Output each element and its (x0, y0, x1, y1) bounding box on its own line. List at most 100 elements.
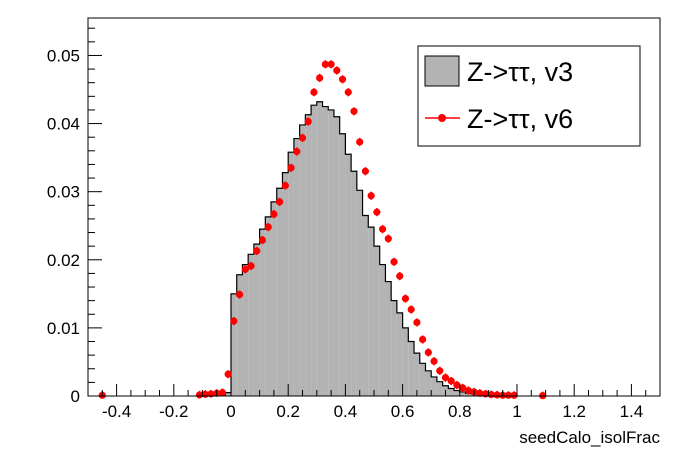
x-tick-label: 1 (512, 402, 521, 421)
v6-data-point (247, 262, 255, 270)
v6-data-point (281, 181, 289, 190)
legend-v6-label: Z->ττ, v6 (467, 104, 573, 134)
v6-data-point (401, 295, 410, 303)
histogram-bin (362, 215, 369, 396)
histogram-bin (345, 154, 352, 396)
x-axis-ticks: -0.4 -0.2 0 0.2 0.4 0.6 0.8 1 1.2 1.4 (87, 384, 661, 421)
v6-data-point (298, 134, 307, 142)
v6-data-point (384, 235, 392, 243)
x-tick-label: 0.6 (391, 402, 415, 421)
v6-data-point (419, 335, 427, 344)
histogram-bin (408, 341, 415, 396)
histogram-bin (328, 109, 334, 396)
v6-data-point (316, 74, 324, 82)
y-axis-ticks: 0 0.01 0.02 0.03 0.04 0.05 (47, 27, 102, 406)
y-tick-label: 0.05 (47, 46, 80, 65)
histogram-bin (356, 190, 363, 396)
histogram-bin (305, 114, 312, 397)
v6-data-point (333, 66, 341, 75)
y-tick-label: 0.02 (47, 251, 80, 270)
v6-data-point (367, 192, 375, 200)
v6-data-point (476, 389, 484, 397)
x-tick-label: 0.4 (334, 402, 358, 421)
histogram-bin (322, 106, 329, 397)
histogram-bin (448, 388, 455, 396)
v6-data-point (453, 381, 461, 389)
histogram-bin (333, 116, 340, 396)
v6-data-point (464, 386, 472, 395)
legend-v3-label: Z->ττ, v3 (467, 57, 573, 87)
histogram-bin (276, 188, 283, 396)
v6-data-point (413, 318, 421, 327)
v6-data-point (493, 391, 501, 399)
histogram-bin (259, 229, 266, 396)
histogram-bin (242, 264, 249, 396)
histogram-bin (299, 124, 306, 396)
histogram-bin (385, 281, 392, 396)
v6-data-point (195, 391, 204, 399)
y-tick-label: 0.04 (47, 115, 80, 134)
v6-data-point (321, 60, 329, 68)
histogram-bin (431, 376, 437, 396)
histogram-bin (459, 391, 466, 396)
v6-data-point (304, 117, 312, 126)
histogram-bin (419, 363, 426, 396)
x-tick-label: 0.8 (448, 402, 472, 421)
y-tick-label: 0.03 (47, 183, 80, 202)
histogram-bin (391, 300, 397, 396)
v6-data-point (378, 225, 387, 233)
v6-data-point (407, 305, 415, 314)
v6-data-point (338, 75, 347, 83)
v6-data-point (344, 88, 352, 96)
v6-data-point (276, 198, 284, 206)
histogram-bin (311, 105, 317, 396)
v3-histogram (224, 101, 507, 397)
x-tick-label: 0.2 (276, 402, 300, 421)
x-tick-label: 1.4 (620, 402, 644, 421)
v6-data-point (230, 317, 238, 325)
x-tick-label: -0.2 (159, 402, 188, 421)
histogram-bin (236, 274, 243, 396)
histogram-bin (351, 171, 357, 396)
histogram-bin (282, 172, 289, 396)
v6-data-point (510, 391, 518, 399)
v6-data-point (293, 147, 301, 156)
histogram-bin (414, 353, 420, 396)
v6-data-point (373, 208, 381, 216)
histogram-bin (454, 390, 460, 396)
v6-data-point (235, 290, 244, 299)
v6-data-point (224, 370, 232, 378)
y-tick-label: 0 (71, 387, 80, 406)
v6-data-point (441, 374, 450, 382)
v6-data-point (264, 223, 272, 231)
v6-data-point (430, 357, 438, 365)
v6-data-point (258, 236, 267, 244)
v6-data-point (350, 107, 358, 115)
histogram-bin (368, 227, 374, 396)
v6-data-point (270, 210, 278, 218)
x-tick-label: 1.2 (562, 402, 586, 421)
histogram-bin (436, 381, 443, 396)
histogram-bin (339, 133, 346, 396)
histogram-bin (231, 293, 237, 396)
histogram-bin (271, 201, 277, 396)
legend: Z->ττ, v3 Z->ττ, v6 (417, 45, 641, 147)
histogram-bin (265, 216, 272, 396)
v6-data-point (436, 367, 444, 375)
x-tick-label: 0 (226, 402, 235, 421)
v6-markers (98, 60, 547, 400)
v6-data-point (310, 88, 318, 96)
y-tick-label: 0.01 (47, 319, 80, 338)
histogram-bin (253, 244, 260, 396)
v6-data-point (504, 391, 513, 399)
v6-data-point (459, 384, 467, 392)
v6-data-point (390, 258, 398, 266)
histogram-bin (425, 370, 432, 396)
v6-data-point (396, 272, 404, 280)
v6-data-point (361, 167, 370, 175)
v6-data-point (424, 348, 432, 357)
histogram-bin (293, 138, 300, 397)
histogram-bin (379, 264, 386, 396)
v6-data-point (356, 138, 364, 146)
